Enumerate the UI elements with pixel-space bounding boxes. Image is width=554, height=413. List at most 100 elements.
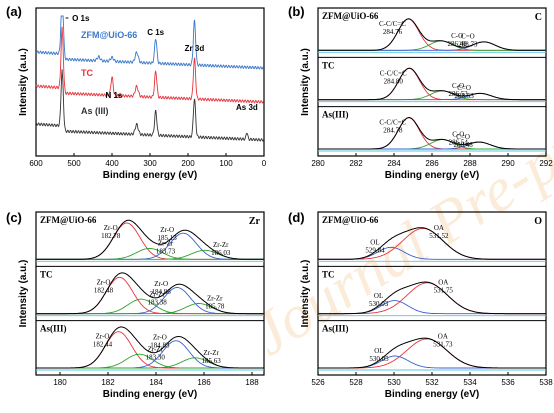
x-tick-label: 282 bbox=[349, 159, 363, 168]
component-peak bbox=[318, 40, 546, 51]
envelope-line bbox=[318, 337, 546, 369]
peak-annotation: Zr-Zr bbox=[149, 291, 165, 299]
peak-annotation: Zr-O bbox=[97, 278, 111, 286]
sample-label: ZFM@UiO-66 bbox=[322, 215, 379, 225]
peak-label: O 1s bbox=[72, 14, 90, 23]
envelope-line bbox=[318, 18, 546, 51]
sample-label: As(III) bbox=[322, 110, 349, 120]
y-axis-label: Intensity (a.u.) bbox=[18, 48, 29, 116]
x-tick-label: 538 bbox=[539, 378, 553, 387]
peak-annotation: C=O bbox=[456, 133, 470, 141]
sample-label: ZFM@UiO-66 bbox=[322, 11, 379, 21]
peak-annotation: Zr-O bbox=[104, 224, 118, 232]
series-label: As (III) bbox=[81, 106, 109, 116]
x-tick-label: 288 bbox=[463, 159, 477, 168]
peak-annotation: C-O bbox=[451, 32, 463, 40]
x-axis-label: Binding energy (eV) bbox=[385, 389, 479, 400]
peak-annotation: 530.05 bbox=[369, 355, 389, 363]
peak-annotation: 182.44 bbox=[93, 341, 113, 349]
component-peak bbox=[318, 355, 546, 369]
panel-label: (c) bbox=[6, 210, 22, 225]
x-axis-label: Binding energy (eV) bbox=[103, 389, 197, 400]
x-tick-label: 186 bbox=[197, 378, 211, 387]
x-tick-label: 182 bbox=[101, 378, 115, 387]
plot-frame bbox=[35, 211, 265, 376]
x-tick-label: 500 bbox=[67, 159, 81, 168]
peak-annotation: OL bbox=[374, 292, 383, 300]
peak-annotation: Zr-Zr bbox=[207, 295, 223, 303]
sample-label: As(III) bbox=[40, 324, 67, 334]
peak-annotation: 182.48 bbox=[94, 286, 114, 294]
series-label: TC bbox=[81, 68, 93, 78]
x-tick-label: 284 bbox=[387, 159, 401, 168]
panel-c: 180 182 184 186 188 Binding energy (eV) Intens… bbox=[6, 210, 265, 400]
sample-label: TC bbox=[40, 269, 53, 279]
peak-annotation: OA bbox=[434, 224, 444, 232]
panel-label: (d) bbox=[288, 210, 305, 225]
peak-annotation: Zr-O bbox=[153, 333, 167, 341]
plot-frame bbox=[317, 7, 547, 157]
peak-annotation: C-C/C=C bbox=[379, 20, 406, 28]
peak-label: C 1s bbox=[147, 28, 164, 37]
x-tick-label: 188 bbox=[245, 378, 259, 387]
peak-annotation: 184.88 bbox=[151, 288, 171, 296]
envelope-line bbox=[36, 219, 264, 260]
peak-annotation: C=O bbox=[461, 33, 475, 41]
x-tick-label: 290 bbox=[501, 159, 515, 168]
y-axis-label: Intensity (a.u.) bbox=[18, 260, 29, 328]
sample-label: ZFM@UiO-66 bbox=[40, 215, 97, 225]
sample-label: TC bbox=[322, 269, 335, 279]
envelope-line bbox=[318, 281, 546, 315]
peak-annotation: 286.48 bbox=[447, 40, 467, 48]
panel-b: 280 282 284 286 288 290 292 Binding energy (eV)… bbox=[288, 4, 553, 181]
survey-line bbox=[35, 69, 265, 142]
peak-annotation: C-C/C=C bbox=[379, 119, 406, 127]
panels-group: 600 500 400 300 200 100 0 Binding energy (eV) In… bbox=[6, 4, 553, 400]
peak-annotation: Zr-O bbox=[160, 226, 174, 234]
x-axis-label: Binding energy (eV) bbox=[103, 170, 197, 181]
peak-annotation: 284.76 bbox=[383, 28, 403, 36]
series-label: ZFM@UiO-66 bbox=[81, 30, 137, 40]
peak-annotation: 183.38 bbox=[147, 299, 167, 307]
peak-annotation: 185.78 bbox=[205, 303, 225, 311]
envelope-line bbox=[318, 227, 546, 260]
component-peak bbox=[318, 90, 546, 101]
peak-annotation: Zr-O bbox=[154, 280, 168, 288]
peak-annotation: OL bbox=[374, 347, 383, 355]
peak-annotation: 288.53 bbox=[454, 92, 474, 100]
panel-d: 526 528 530 532 534 536 538 Binding energy (eV)… bbox=[288, 210, 553, 400]
x-tick-label: 528 bbox=[349, 378, 363, 387]
element-label: O bbox=[534, 216, 542, 227]
component-peak bbox=[318, 338, 546, 369]
peak-annotation: 186.03 bbox=[211, 249, 231, 257]
peak-annotation: 183.30 bbox=[146, 354, 166, 362]
x-tick-label: 600 bbox=[29, 159, 43, 168]
x-tick-label: 184 bbox=[149, 378, 163, 387]
component-peak bbox=[318, 41, 546, 51]
x-tick-label: 532 bbox=[425, 378, 439, 387]
peak-annotation: 284.78 bbox=[383, 127, 403, 135]
peak-annotation: 185.13 bbox=[157, 234, 177, 242]
component-peak bbox=[318, 18, 546, 51]
peak-annotation: 529.84 bbox=[365, 247, 385, 255]
x-tick-label: 286 bbox=[425, 159, 439, 168]
element-label: Zr bbox=[249, 216, 261, 227]
peak-annotation: 288.73 bbox=[458, 41, 478, 49]
y-axis-label: Intensity (a.u.) bbox=[300, 260, 311, 328]
peak-annotation: C-O bbox=[452, 131, 464, 139]
panel-label: (a) bbox=[6, 4, 22, 19]
y-axis-label: Intensity (a.u.) bbox=[300, 48, 311, 116]
x-tick-label: 300 bbox=[143, 159, 157, 168]
peak-annotation: Zr-Zr bbox=[203, 349, 219, 357]
x-tick-label: 200 bbox=[181, 159, 195, 168]
peak-annotation: 530.03 bbox=[369, 300, 389, 308]
peak-annotation: OL bbox=[370, 239, 379, 247]
peak-annotation: 284.80 bbox=[384, 77, 404, 85]
peak-annotation: 182.78 bbox=[101, 232, 121, 240]
peak-annotation: Zr-Zr bbox=[158, 240, 174, 248]
peak-annotation: C-O bbox=[452, 82, 464, 90]
peak-annotation: 185.63 bbox=[201, 357, 221, 365]
sample-label: TC bbox=[322, 60, 335, 70]
sample-label: As(III) bbox=[322, 324, 349, 334]
